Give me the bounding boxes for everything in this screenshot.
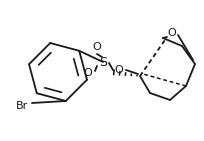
Text: S: S	[99, 56, 106, 69]
Text: O: O	[114, 65, 123, 75]
Text: Br: Br	[16, 101, 28, 111]
Text: O: O	[92, 42, 101, 52]
Text: O: O	[83, 68, 92, 78]
Text: O: O	[167, 28, 175, 38]
